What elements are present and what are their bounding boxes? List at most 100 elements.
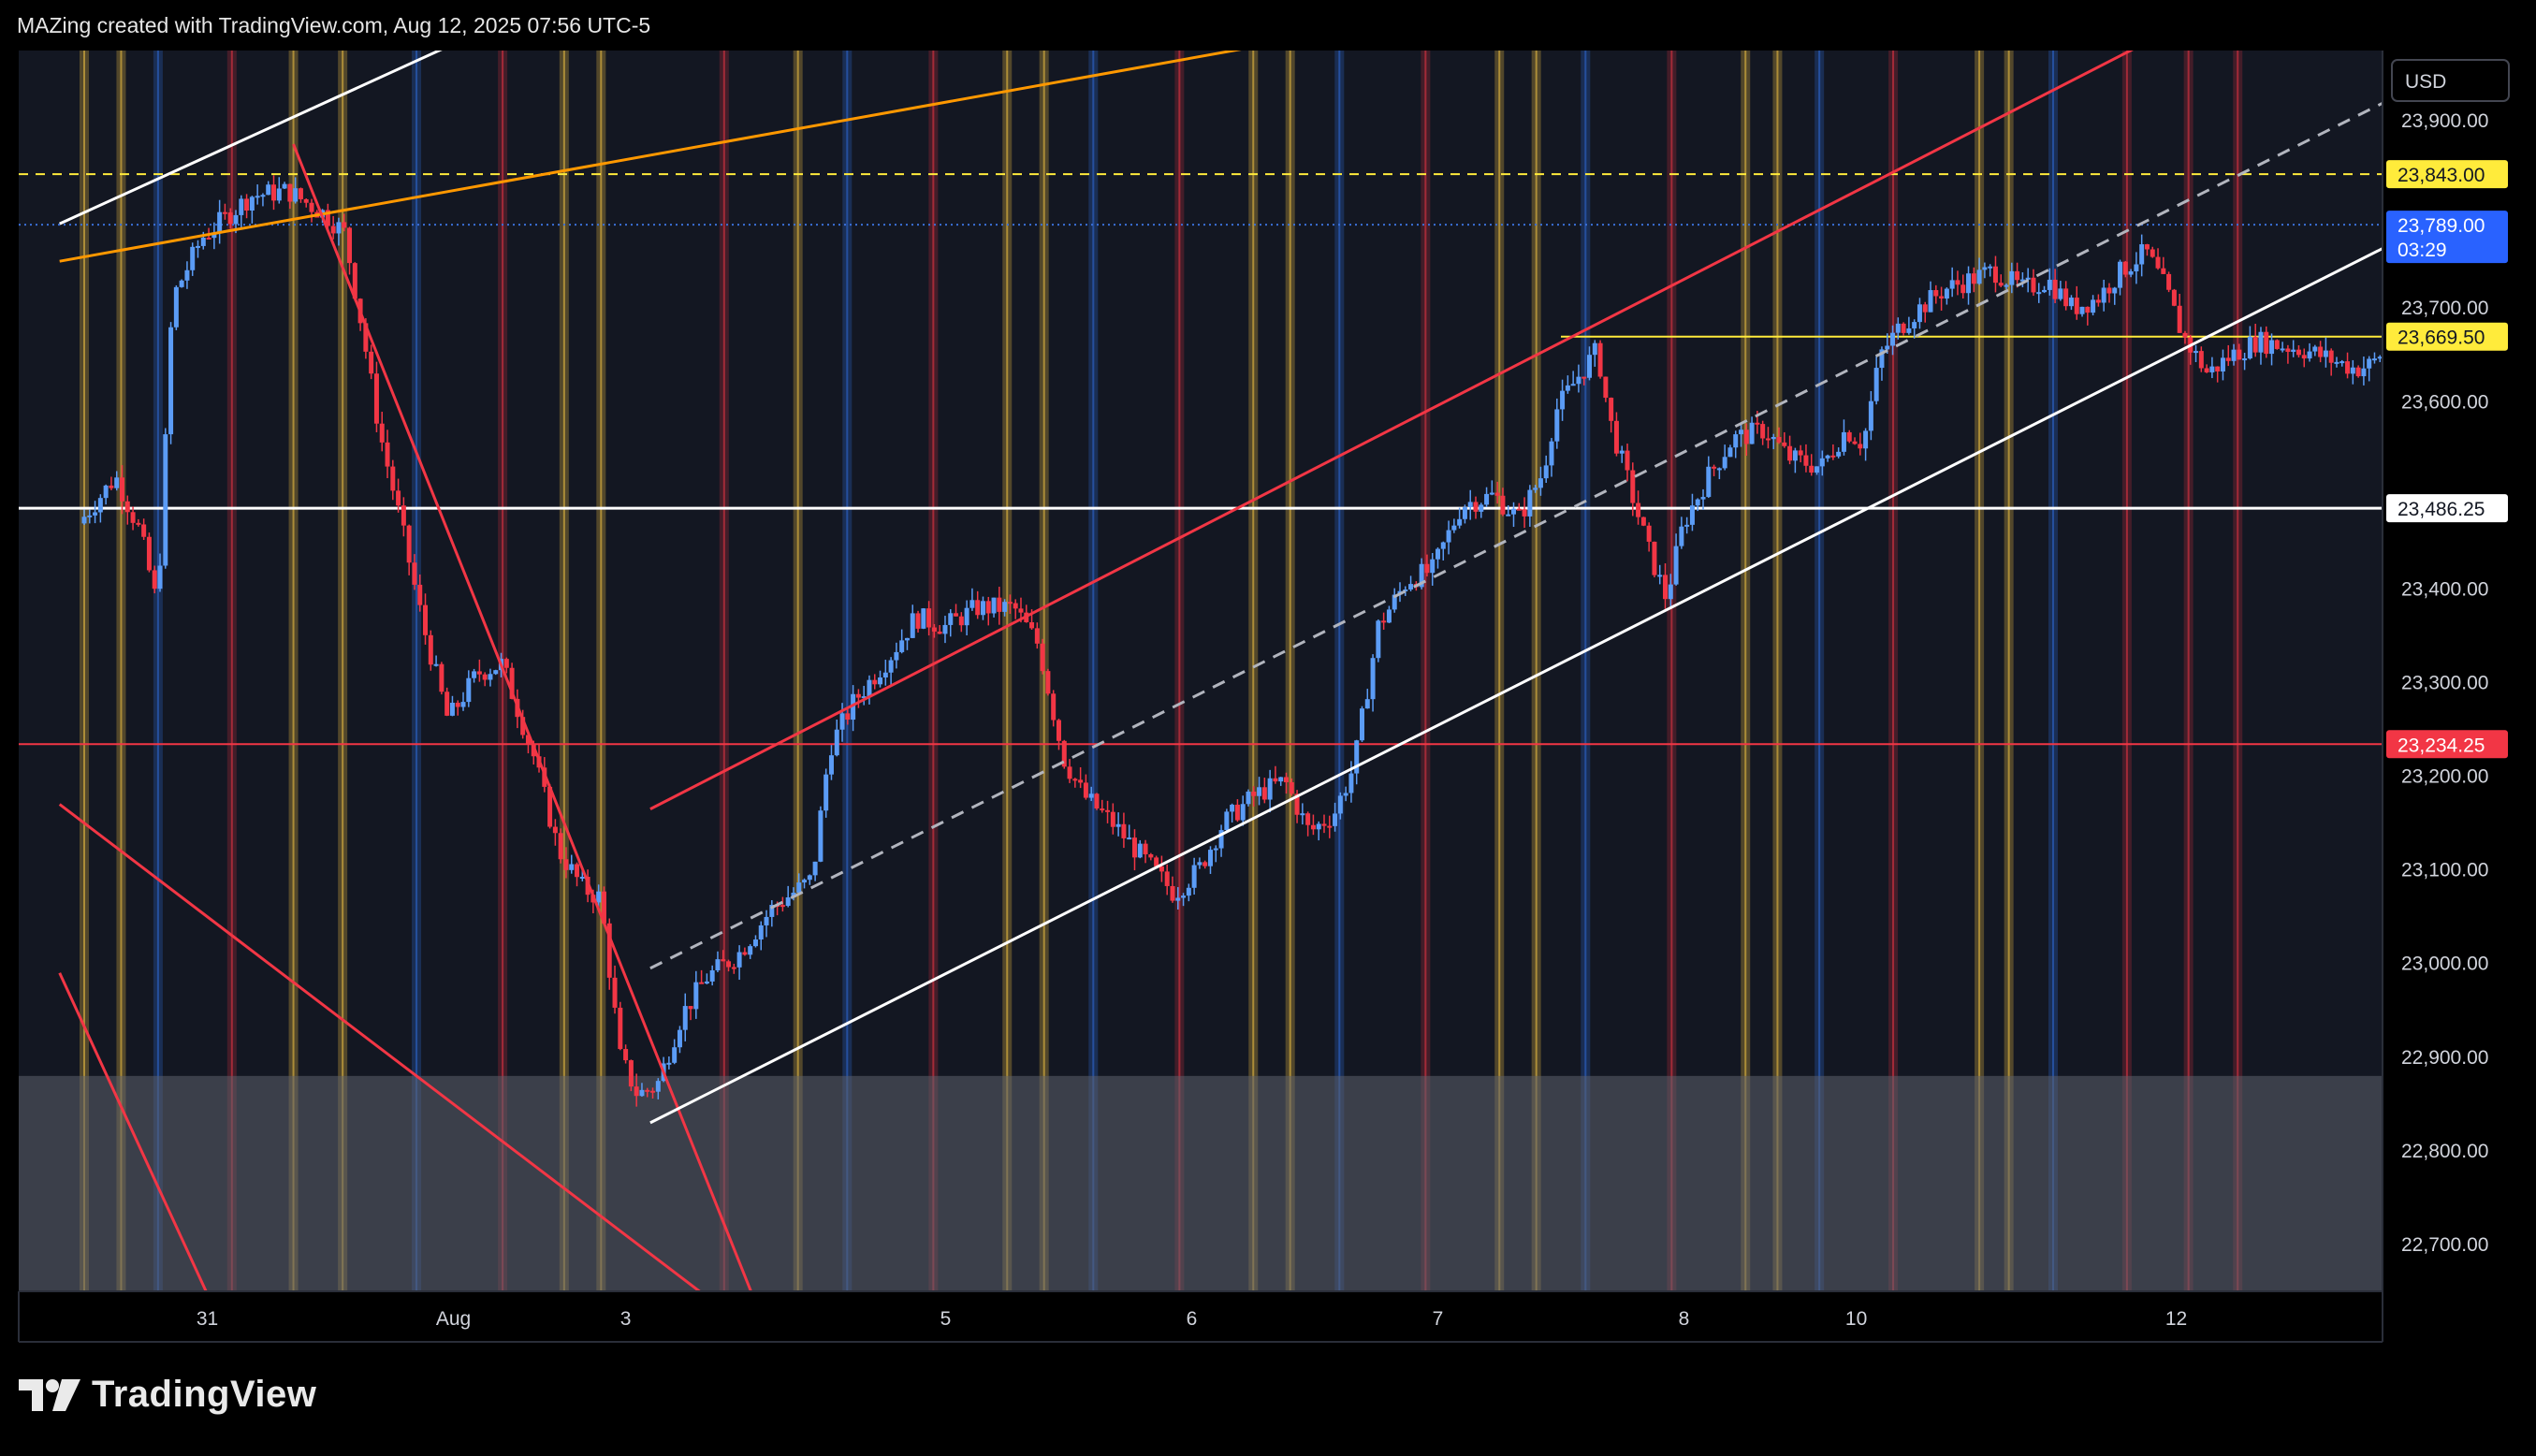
candle-body xyxy=(428,634,433,665)
candle-body xyxy=(1083,782,1088,798)
candle-body xyxy=(1652,541,1657,575)
candle-body xyxy=(1424,563,1430,574)
candle-body xyxy=(1148,853,1154,858)
candle-body xyxy=(1197,862,1202,866)
candle-body xyxy=(985,601,991,614)
candle-body xyxy=(2106,287,2112,294)
candle-body xyxy=(460,702,466,707)
candle-body xyxy=(1684,524,1690,527)
candle-body xyxy=(417,584,423,605)
candle-body xyxy=(385,442,390,467)
candle-body xyxy=(1922,304,1928,313)
candle-body xyxy=(2052,279,2058,299)
candle-body xyxy=(244,198,250,211)
candle-body xyxy=(1971,273,1976,284)
price-tag-label: 23,486.25 xyxy=(2398,499,2485,520)
candle-body xyxy=(731,967,736,969)
candle-body xyxy=(752,939,758,947)
currency-button[interactable] xyxy=(2391,59,2510,102)
candle-body xyxy=(958,616,964,626)
price-tag-label: 23,843.00 xyxy=(2398,165,2485,186)
candle-body xyxy=(1316,823,1321,830)
price-tag-yellow xyxy=(2386,322,2508,351)
candle-body xyxy=(1982,267,1988,270)
candle-body xyxy=(1782,442,1787,446)
candle-body xyxy=(1803,455,1809,466)
trendline-down-red-2[interactable] xyxy=(58,803,774,1347)
candle-body xyxy=(1960,284,1966,294)
candle-body xyxy=(1879,349,1885,369)
candle-body xyxy=(2361,368,2367,377)
candle-body xyxy=(336,222,342,234)
time-tick-label: 7 xyxy=(1433,1308,1444,1330)
candle-body xyxy=(748,946,753,955)
candle-body xyxy=(1863,430,1869,449)
candle-body xyxy=(1457,518,1463,526)
candle-body xyxy=(969,600,975,608)
trendlines[interactable] xyxy=(58,0,2423,1347)
candle-body xyxy=(823,774,829,811)
candle-body xyxy=(1440,542,1446,549)
candle-body xyxy=(1100,808,1105,811)
trendline-down-red-1[interactable] xyxy=(292,143,774,1347)
candle-body xyxy=(878,677,883,685)
candle-body xyxy=(342,222,347,228)
candle-body xyxy=(1310,824,1316,830)
trendline-white-upper[interactable] xyxy=(59,0,552,226)
candle-body xyxy=(1581,376,1587,379)
candle-body xyxy=(1776,437,1782,443)
candle-body xyxy=(157,565,163,590)
candle-body xyxy=(1825,455,1830,459)
candle-body xyxy=(672,1047,678,1063)
candle-body xyxy=(785,897,791,907)
candle-body xyxy=(2345,361,2351,374)
candle-body xyxy=(1392,594,1397,610)
candle-body xyxy=(412,562,417,585)
candle-body xyxy=(1337,795,1343,814)
candle-body xyxy=(910,613,915,638)
candle-body xyxy=(2058,288,2063,299)
candle-body xyxy=(1846,431,1852,442)
candle-body xyxy=(455,702,460,707)
trendline-down-red-3[interactable] xyxy=(58,972,232,1347)
candle-body xyxy=(1689,505,1695,525)
candle-body xyxy=(114,477,120,488)
tradingview-logo[interactable]: TradingView xyxy=(19,1374,316,1416)
candle-body xyxy=(1473,502,1479,512)
candle-body xyxy=(1484,493,1490,505)
candle-body xyxy=(1739,430,1744,435)
candle-body xyxy=(1597,342,1603,377)
candle-body xyxy=(2225,357,2231,361)
price-axis[interactable]: 22,700.00 22,800.00 22,900.00 23,000.00 23,1… xyxy=(2401,110,2488,1256)
candle-body xyxy=(2047,279,2052,290)
candle-body xyxy=(503,659,509,668)
candle-body xyxy=(379,423,385,443)
candle-body xyxy=(120,477,125,502)
candle-body xyxy=(163,434,168,566)
trendline-channel-mid[interactable] xyxy=(649,83,2423,970)
candle-body xyxy=(1131,837,1137,858)
candle-body xyxy=(97,498,103,513)
candle-body xyxy=(715,959,721,970)
time-axis[interactable]: 31 Aug 3 5 6 7 8 10 12 xyxy=(197,1308,2187,1330)
candle-body xyxy=(525,735,531,744)
candle-body xyxy=(1224,811,1230,831)
candle-body xyxy=(1657,575,1663,577)
candle-body xyxy=(1901,323,1906,333)
candle-body xyxy=(888,660,894,673)
trendline-orange[interactable] xyxy=(59,27,1364,263)
candle-body xyxy=(369,351,374,374)
candle-body xyxy=(1333,813,1338,826)
candle-body xyxy=(1164,871,1170,886)
candle-body xyxy=(1321,823,1327,826)
trendline-channel-upper[interactable] xyxy=(649,27,2177,810)
candle-body xyxy=(764,916,769,925)
candle-body xyxy=(547,786,553,827)
candle-body xyxy=(1105,809,1111,812)
candle-body xyxy=(2301,355,2307,359)
candle-body xyxy=(1191,865,1197,888)
candle-body xyxy=(569,864,575,870)
candle-body xyxy=(2312,346,2318,352)
trendline-channel-lower[interactable] xyxy=(649,228,2423,1125)
